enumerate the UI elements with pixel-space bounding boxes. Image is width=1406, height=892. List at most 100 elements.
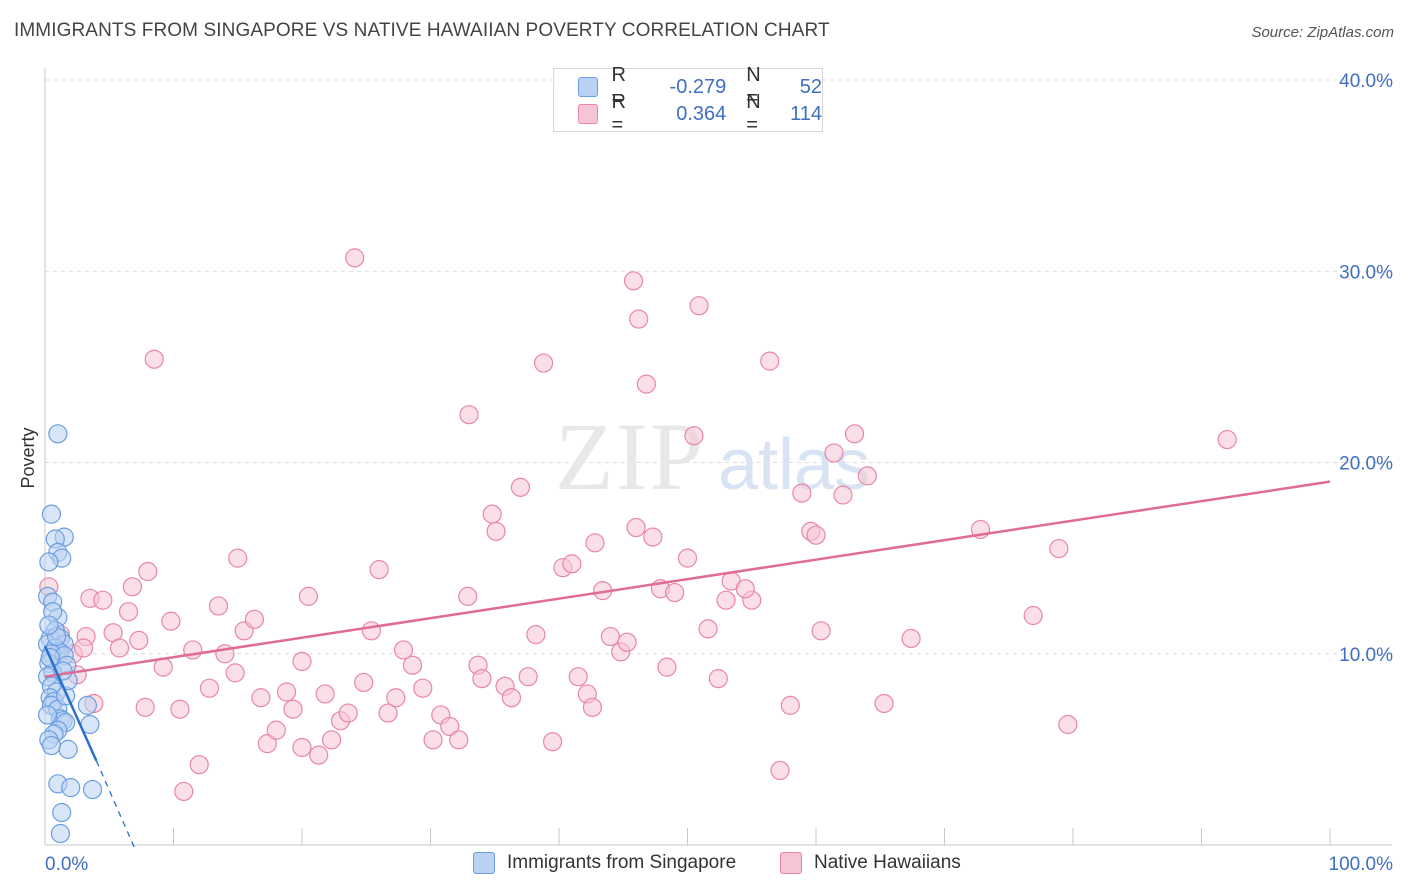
data-point-singapore bbox=[58, 739, 78, 759]
data-point-hawaiians bbox=[338, 703, 358, 723]
data-point-hawaiians bbox=[449, 730, 469, 750]
data-point-hawaiians bbox=[244, 609, 265, 629]
data-point-hawaiians bbox=[423, 730, 443, 750]
series-legend-hawaiians[interactable]: Native Hawaiians bbox=[780, 852, 961, 874]
data-point-hawaiians bbox=[526, 625, 546, 645]
data-point-hawaiians bbox=[708, 669, 728, 689]
trend-line-hawaiians bbox=[44, 480, 1331, 678]
legend-r-label: R = bbox=[611, 91, 626, 136]
data-point-hawaiians bbox=[199, 678, 220, 698]
data-point-hawaiians bbox=[251, 688, 271, 708]
data-point-hawaiians bbox=[459, 405, 479, 425]
data-point-hawaiians bbox=[138, 561, 158, 582]
data-point-hawaiians bbox=[824, 443, 844, 463]
x-tick-label: 0.0% bbox=[45, 854, 88, 875]
data-point-hawaiians bbox=[636, 374, 656, 394]
data-point-hawaiians bbox=[844, 424, 865, 444]
data-point-hawaiians bbox=[501, 688, 522, 708]
data-point-hawaiians bbox=[533, 353, 554, 373]
data-point-hawaiians bbox=[228, 548, 248, 568]
legend-r-label: R = bbox=[611, 64, 626, 109]
data-point-hawaiians bbox=[698, 619, 718, 639]
data-point-hawaiians bbox=[582, 697, 603, 717]
chart-source: Source: ZipAtlas.com bbox=[1251, 24, 1394, 41]
y-tick-label: 10.0% bbox=[1339, 645, 1393, 666]
legend-swatch-pink bbox=[780, 852, 802, 874]
data-point-singapore bbox=[48, 424, 68, 444]
data-point-singapore bbox=[52, 802, 72, 823]
data-point-hawaiians bbox=[122, 577, 142, 597]
data-point-hawaiians bbox=[345, 248, 365, 268]
data-point-hawaiians bbox=[665, 582, 685, 603]
data-point-hawaiians bbox=[257, 734, 277, 754]
data-point-singapore bbox=[77, 695, 98, 715]
y-tick-label: 20.0% bbox=[1339, 454, 1393, 475]
y-tick-label: 30.0% bbox=[1339, 262, 1393, 283]
data-point-hawaiians bbox=[623, 271, 644, 291]
data-point-hawaiians bbox=[901, 628, 921, 649]
legend-row-singapore: R = -0.279 N = 52 bbox=[578, 64, 822, 109]
data-point-hawaiians bbox=[562, 554, 582, 574]
trend-lines bbox=[43, 480, 1331, 850]
data-point-hawaiians bbox=[510, 477, 531, 497]
legend-r-value: 0.364 bbox=[676, 102, 727, 125]
data-point-hawaiians bbox=[482, 504, 502, 524]
data-point-hawaiians bbox=[735, 579, 755, 599]
data-point-hawaiians bbox=[1217, 429, 1237, 450]
data-point-hawaiians bbox=[161, 611, 181, 631]
data-point-hawaiians bbox=[472, 669, 492, 689]
chart-title: IMMIGRANTS FROM SINGAPORE VS NATIVE HAWA… bbox=[14, 20, 830, 41]
data-point-hawaiians bbox=[292, 651, 312, 672]
data-point-hawaiians bbox=[760, 351, 780, 371]
y-axis-title: Poverty bbox=[18, 427, 38, 488]
data-point-hawaiians bbox=[440, 716, 460, 737]
data-point-hawaiians bbox=[170, 699, 190, 719]
data-point-singapore bbox=[61, 778, 81, 798]
data-point-hawaiians bbox=[298, 586, 319, 606]
x-tick-labels: 0.0% 100.0% bbox=[45, 854, 1393, 875]
data-point-hawaiians bbox=[93, 590, 113, 610]
series-legend-singapore[interactable]: Immigrants from Singapore bbox=[473, 852, 736, 874]
data-point-hawaiians bbox=[806, 525, 826, 545]
legend-n-label: N = bbox=[746, 64, 761, 109]
data-point-hawaiians bbox=[1049, 538, 1069, 559]
data-point-hawaiians bbox=[321, 730, 342, 750]
data-point-singapore bbox=[39, 615, 59, 635]
data-point-hawaiians bbox=[689, 296, 709, 316]
correlation-legend: R = -0.279 N = 52 R = 0.364 N = 114 bbox=[553, 64, 823, 136]
data-point-hawaiians bbox=[833, 485, 853, 505]
data-point-hawaiians bbox=[542, 732, 563, 752]
data-point-hawaiians bbox=[413, 678, 433, 698]
trend-line-singapore-extension bbox=[95, 760, 136, 850]
data-point-hawaiians bbox=[174, 781, 194, 802]
data-point-hawaiians bbox=[266, 720, 286, 740]
data-point-hawaiians bbox=[276, 682, 297, 702]
data-point-hawaiians bbox=[486, 521, 506, 541]
legend-n-value: 114 bbox=[790, 102, 822, 125]
data-point-hawaiians bbox=[283, 699, 303, 719]
data-point-hawaiians bbox=[780, 695, 800, 715]
series-legend: Immigrants from Singapore Native Hawaiia… bbox=[0, 852, 1406, 878]
data-point-hawaiians bbox=[792, 483, 812, 503]
data-point-singapore bbox=[41, 504, 62, 524]
data-point-hawaiians bbox=[677, 548, 698, 568]
data-point-hawaiians bbox=[458, 586, 478, 606]
data-point-singapore bbox=[50, 823, 71, 844]
data-point-hawaiians bbox=[684, 426, 704, 446]
data-point-hawaiians bbox=[73, 638, 94, 658]
x-tick-label: 100.0% bbox=[1329, 854, 1394, 875]
data-point-hawaiians bbox=[292, 737, 312, 758]
data-point-hawaiians bbox=[626, 517, 646, 538]
native-hawaiians-points bbox=[39, 248, 1237, 802]
data-point-hawaiians bbox=[1023, 605, 1043, 626]
watermark-zip: ZIP bbox=[555, 403, 705, 510]
legend-swatch-pink bbox=[578, 104, 598, 124]
data-point-singapore bbox=[37, 705, 58, 725]
data-point-hawaiians bbox=[129, 630, 149, 650]
data-point-hawaiians bbox=[657, 657, 677, 677]
y-tick-labels: 10.0% 20.0% 30.0% 40.0% bbox=[1339, 71, 1393, 666]
data-point-hawaiians bbox=[874, 693, 894, 714]
data-point-hawaiians bbox=[617, 632, 637, 652]
legend-swatch-blue bbox=[578, 77, 598, 97]
